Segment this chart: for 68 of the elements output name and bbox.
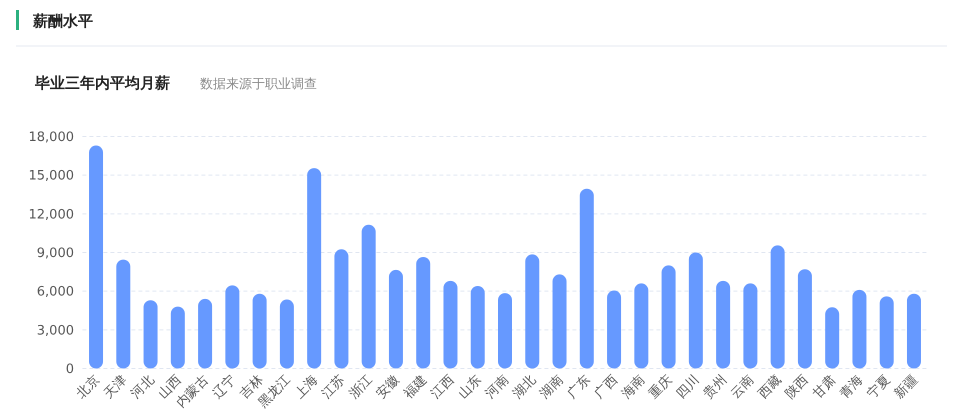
x-tick-label: 陕西 [782, 372, 812, 402]
x-tick-label: 云南 [728, 372, 758, 402]
x-tick-label: 天津 [101, 372, 130, 402]
x-tick-label: 青海 [837, 372, 866, 402]
bar [498, 293, 512, 368]
x-tick-label: 江西 [428, 372, 458, 402]
bar [525, 254, 540, 368]
x-tick-label: 甘肃 [810, 372, 840, 402]
bar [716, 280, 730, 368]
y-tick-label: 18,000 [28, 130, 74, 145]
bar [798, 269, 812, 368]
bar [388, 270, 403, 368]
x-tick-label: 湖北 [510, 372, 540, 402]
y-tick-label: 0 [66, 362, 74, 377]
bar [880, 296, 894, 368]
bar [334, 249, 348, 368]
x-tick-label: 河北 [128, 372, 158, 402]
bar [116, 260, 130, 368]
bar [580, 188, 594, 368]
x-tick-label: 江苏 [319, 372, 348, 402]
y-tick-label: 3,000 [36, 323, 74, 338]
bar [280, 300, 294, 368]
x-tick-label: 重庆 [646, 372, 676, 402]
bar [743, 283, 758, 368]
bar [607, 290, 622, 368]
x-tick-label: 西藏 [755, 372, 784, 402]
x-tick-label: 山东 [456, 372, 485, 402]
y-tick-label: 12,000 [28, 207, 74, 222]
bar [225, 285, 240, 368]
bar [662, 265, 676, 368]
x-tick-label: 福建 [401, 372, 430, 402]
bar [198, 298, 212, 368]
bar [688, 252, 703, 368]
x-tick-label: 贵州 [700, 372, 730, 402]
x-tick-label: 北京 [74, 372, 103, 402]
bar [770, 245, 785, 368]
bar [552, 274, 567, 368]
x-tick-label: 海南 [619, 372, 648, 402]
bar [252, 294, 267, 368]
y-tick-label: 6,000 [36, 284, 74, 300]
x-tick-label: 新疆 [892, 372, 921, 402]
x-tick-label: 辽宁 [209, 372, 240, 402]
bar [825, 307, 840, 368]
x-tick-label: 上海 [292, 372, 321, 402]
x-tick-label: 广西 [592, 372, 621, 402]
chart-subtitle: 毕业三年内平均月薪 [34, 74, 170, 92]
bar [307, 168, 322, 368]
x-tick-label: 宁夏 [864, 372, 894, 402]
bar [634, 283, 648, 368]
bar [852, 290, 866, 368]
x-tick-label: 湖南 [537, 372, 566, 402]
bar [362, 224, 376, 368]
y-tick-label: 9,000 [36, 246, 74, 261]
x-tick-label: 浙江 [346, 372, 376, 402]
text: 数据来源于职业调查 [200, 77, 317, 92]
x-tick-label: 四川 [674, 372, 703, 402]
bar [443, 280, 458, 368]
x-tick-label: 安徽 [373, 372, 403, 402]
y-tick-label: 15,000 [28, 168, 74, 184]
bar [470, 286, 485, 368]
x-tick-label: 河南 [482, 372, 512, 402]
chart-title: 薪酬水平 [32, 12, 93, 30]
bar [416, 257, 430, 368]
bar [144, 300, 158, 368]
x-tick-label: 广东 [564, 372, 594, 402]
bar [906, 294, 921, 368]
bar [170, 306, 185, 368]
bar [89, 146, 104, 368]
